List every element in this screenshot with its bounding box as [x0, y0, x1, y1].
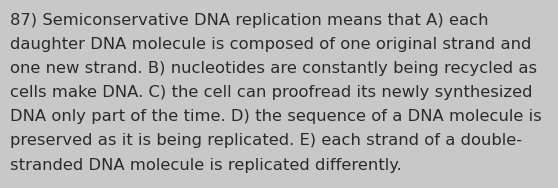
Text: one new strand. B) nucleotides are constantly being recycled as: one new strand. B) nucleotides are const… [10, 61, 537, 76]
Text: 87) Semiconservative DNA replication means that A) each: 87) Semiconservative DNA replication mea… [10, 13, 489, 28]
Text: cells make DNA. C) the cell can proofread its newly synthesized: cells make DNA. C) the cell can proofrea… [10, 85, 532, 100]
Text: preserved as it is being replicated. E) each strand of a double-: preserved as it is being replicated. E) … [10, 133, 522, 149]
Text: DNA only part of the time. D) the sequence of a DNA molecule is: DNA only part of the time. D) the sequen… [10, 109, 542, 124]
Text: daughter DNA molecule is composed of one original strand and: daughter DNA molecule is composed of one… [10, 37, 531, 52]
Text: stranded DNA molecule is replicated differently.: stranded DNA molecule is replicated diff… [10, 158, 402, 173]
